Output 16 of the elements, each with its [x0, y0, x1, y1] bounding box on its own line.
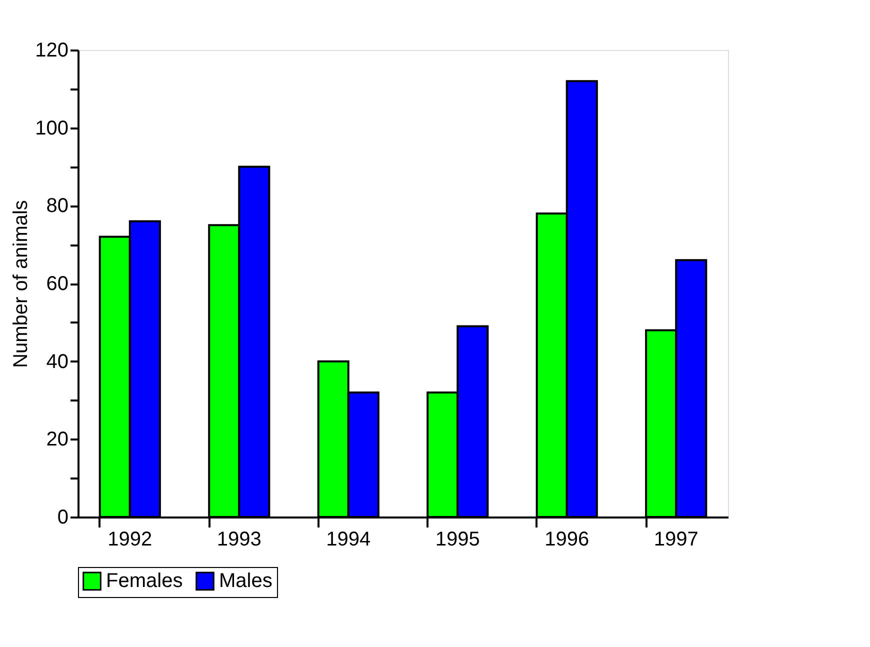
y-axis-title: Number of animals [10, 200, 32, 368]
x-tick-label: 1992 [108, 528, 152, 550]
y-tick-label: 40 [46, 350, 68, 373]
legend-label: Females [106, 570, 183, 592]
y-tick-label: 0 [57, 506, 68, 528]
x-tick-label: 1995 [435, 528, 480, 550]
legend-label: Males [219, 570, 272, 592]
x-tick-label: 1996 [544, 528, 590, 550]
y-tick-label: 20 [46, 428, 68, 451]
y-tick-label: 60 [46, 273, 68, 295]
y-tick-label: 120 [35, 40, 68, 62]
y-tick-label: 80 [46, 195, 68, 218]
y-tick-label: 100 [35, 117, 68, 140]
x-tick-label: 1993 [216, 528, 262, 550]
x-tick-label: 1994 [326, 528, 371, 550]
x-tick-label: 1997 [654, 528, 698, 550]
